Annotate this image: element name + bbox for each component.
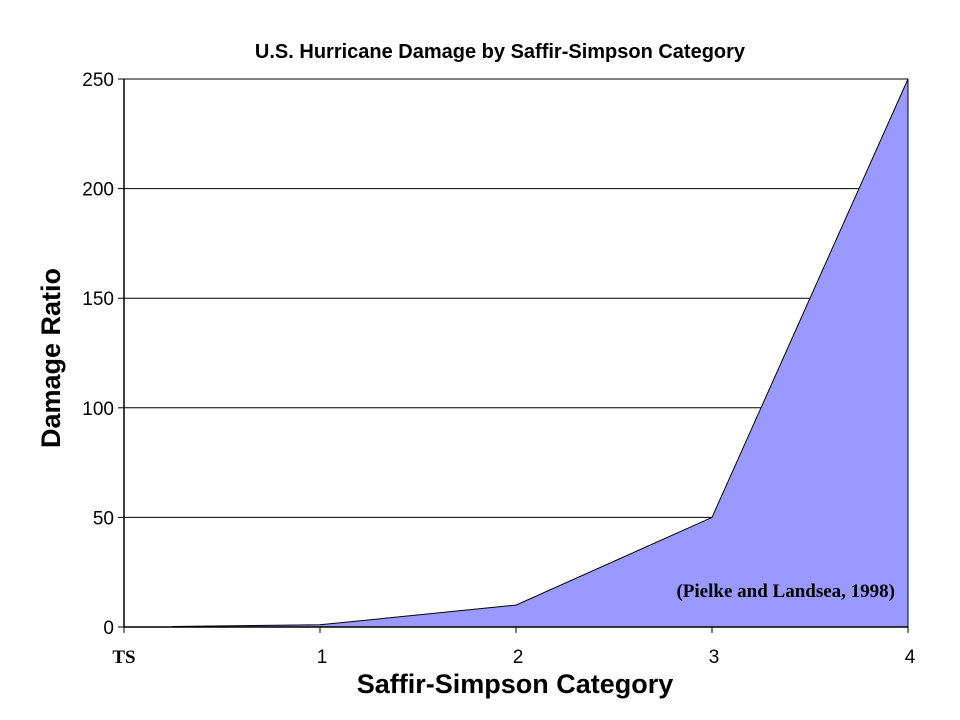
x-tick-label: 4: [905, 647, 916, 668]
area-series: [172, 78, 909, 628]
y-tick-label: 100: [82, 399, 114, 420]
y-tick-label: 0: [103, 618, 114, 639]
y-tick-label: 50: [93, 508, 114, 529]
y-axis-label: Damage Ratio: [36, 268, 66, 448]
x-tick-label: 3: [709, 647, 720, 668]
y-tick-label: 150: [82, 289, 114, 310]
y-tick-label: 200: [82, 180, 114, 201]
x-tick-labels: TS 1 2 3 4: [112, 647, 915, 668]
y-tick-label: 250: [82, 70, 114, 91]
x-tick-label: TS: [112, 647, 135, 668]
axes: [118, 78, 909, 633]
x-axis-label: Saffir-Simpson Category: [357, 669, 674, 699]
chart-title: U.S. Hurricane Damage by Saffir-Simpson …: [255, 41, 746, 63]
x-tick-label: 2: [513, 647, 524, 668]
y-tick-labels: 0 50 100 150 200 250: [82, 70, 114, 639]
source-annotation: (Pielke and Landsea, 1998): [676, 581, 895, 602]
x-tick-label: 1: [317, 647, 328, 668]
